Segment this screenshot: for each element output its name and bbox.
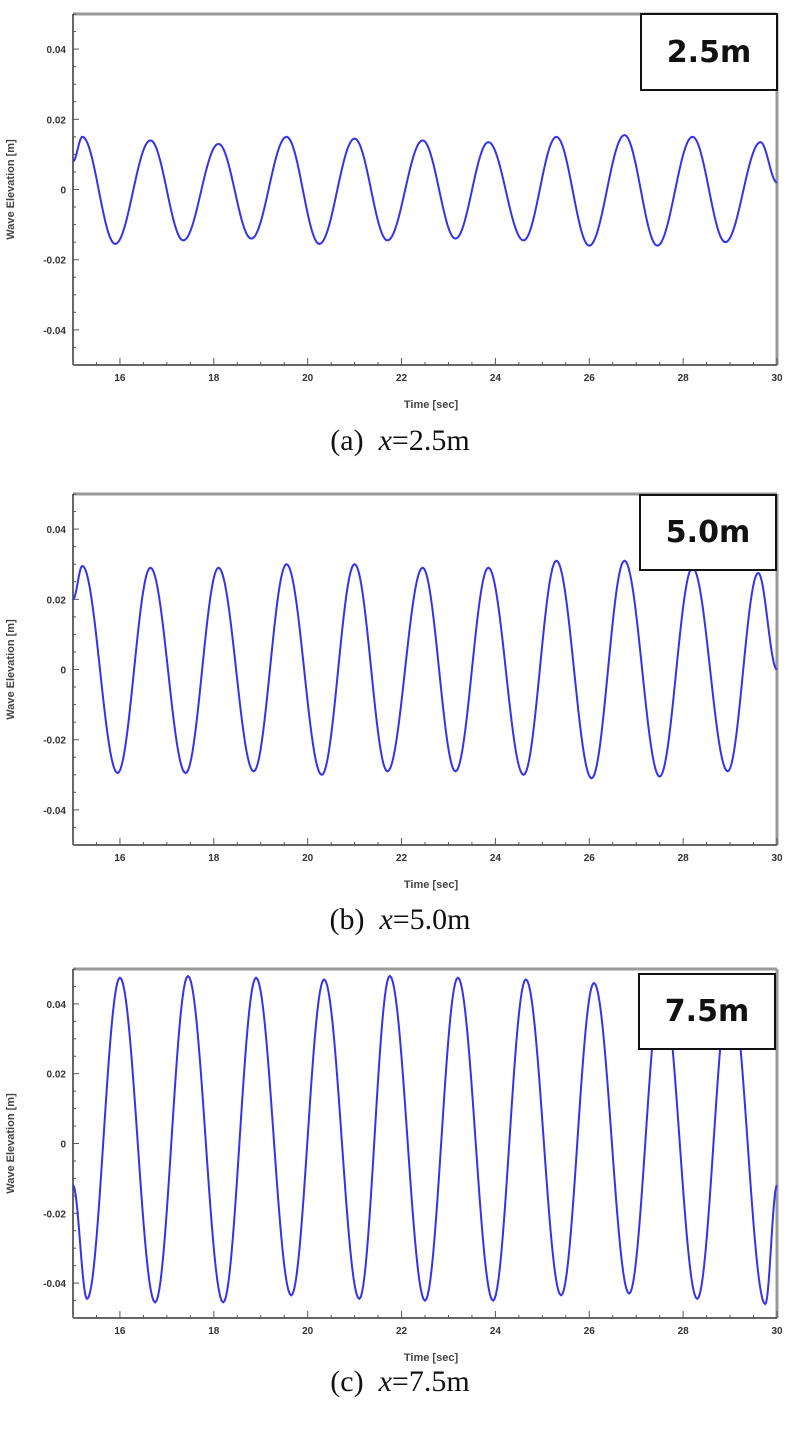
y-tick-label: 0.02 [47, 595, 67, 606]
location-badge-c: 7.5m [638, 973, 776, 1050]
y-tick-label: -0.02 [43, 1209, 66, 1220]
wave-elevation-chart-c: 0.04 0.02 0 -0.02 -0.04 16 18 20 22 24 26 28 30 Time … [5, 967, 783, 1364]
y-tick-label: 0 [60, 666, 66, 677]
y-axis-title: Wave Elevation [m] [5, 619, 17, 720]
x-tick-label: 18 [208, 1326, 220, 1337]
x-tick-label: 24 [490, 373, 502, 384]
y-tick-label: 0.04 [47, 45, 67, 56]
y-tick-label: 0.04 [47, 1000, 67, 1011]
x-tick-label: 30 [771, 1326, 783, 1337]
x-tick-label: 24 [490, 853, 502, 864]
x-tick-label: 22 [396, 853, 408, 864]
x-tick-label: 26 [584, 853, 596, 864]
x-tick-label: 22 [396, 373, 408, 384]
y-tick-label: -0.02 [43, 256, 66, 267]
wave-elevation-line [72, 134, 778, 247]
x-tick-label: 18 [208, 853, 220, 864]
x-tick-label: 28 [678, 373, 690, 384]
caption-c: (c) x=7.5m [0, 1365, 800, 1399]
caption-value: =5.0m [392, 903, 471, 936]
caption-prefix: (c) [330, 1365, 364, 1398]
caption-prefix: (a) [330, 424, 364, 457]
x-tick-label: 22 [396, 1326, 408, 1337]
caption-variable: x [378, 1365, 392, 1398]
x-tick-label: 26 [584, 373, 596, 384]
x-tick-label: 20 [302, 853, 314, 864]
y-tick-label: 0.02 [47, 1070, 67, 1081]
x-axis-title: Time [sec] [404, 1352, 459, 1364]
chart-panel-b: 0.04 0.02 0 -0.02 -0.04 16 18 20 22 24 26 28 30 Time … [0, 480, 800, 960]
y-tick-label: 0 [60, 186, 66, 197]
location-badge-b: 5.0m [639, 494, 777, 571]
wave-elevation-line [72, 974, 778, 1306]
y-tick-label: 0.04 [47, 525, 67, 536]
chart-panel-c: 0.04 0.02 0 -0.02 -0.04 16 18 20 22 24 26 28 30 Time … [0, 960, 800, 1446]
y-tick-label: -0.04 [43, 806, 66, 817]
caption-value: =7.5m [391, 1365, 470, 1398]
y-tick-label: -0.04 [43, 326, 66, 337]
y-axis-title: Wave Elevation [m] [5, 1093, 17, 1194]
caption-prefix: (b) [329, 903, 365, 936]
wave-elevation-line [72, 559, 778, 780]
x-tick-label: 26 [584, 1326, 596, 1337]
y-axis-title: Wave Elevation [m] [5, 139, 17, 240]
chart-panel-a: 0.04 0.02 0 -0.02 -0.04 16 18 20 22 24 26 28 30 Time … [0, 0, 800, 480]
caption-a: (a) x=2.5m [0, 424, 800, 458]
x-tick-label: 18 [208, 373, 220, 384]
location-badge-a: 2.5m [640, 13, 778, 91]
x-tick-label: 28 [678, 1326, 690, 1337]
caption-b: (b) x=5.0m [0, 903, 800, 937]
y-tick-label: 0 [60, 1140, 66, 1151]
x-tick-label: 30 [771, 373, 783, 384]
x-tick-label: 20 [302, 1326, 314, 1337]
caption-value: =2.5m [391, 424, 470, 457]
x-axis-title: Time [sec] [404, 399, 459, 411]
x-tick-label: 30 [771, 853, 783, 864]
x-tick-label: 16 [114, 1326, 126, 1337]
x-axis-title: Time [sec] [404, 879, 459, 891]
caption-variable: x [378, 424, 392, 457]
x-tick-label: 24 [490, 1326, 502, 1337]
x-tick-label: 16 [114, 373, 126, 384]
y-tick-label: -0.02 [43, 736, 66, 747]
y-tick-label: -0.04 [43, 1279, 66, 1290]
x-tick-label: 28 [678, 853, 690, 864]
x-tick-label: 20 [302, 373, 314, 384]
caption-variable: x [379, 903, 393, 936]
x-tick-label: 16 [114, 853, 126, 864]
y-tick-label: 0.02 [47, 115, 67, 126]
